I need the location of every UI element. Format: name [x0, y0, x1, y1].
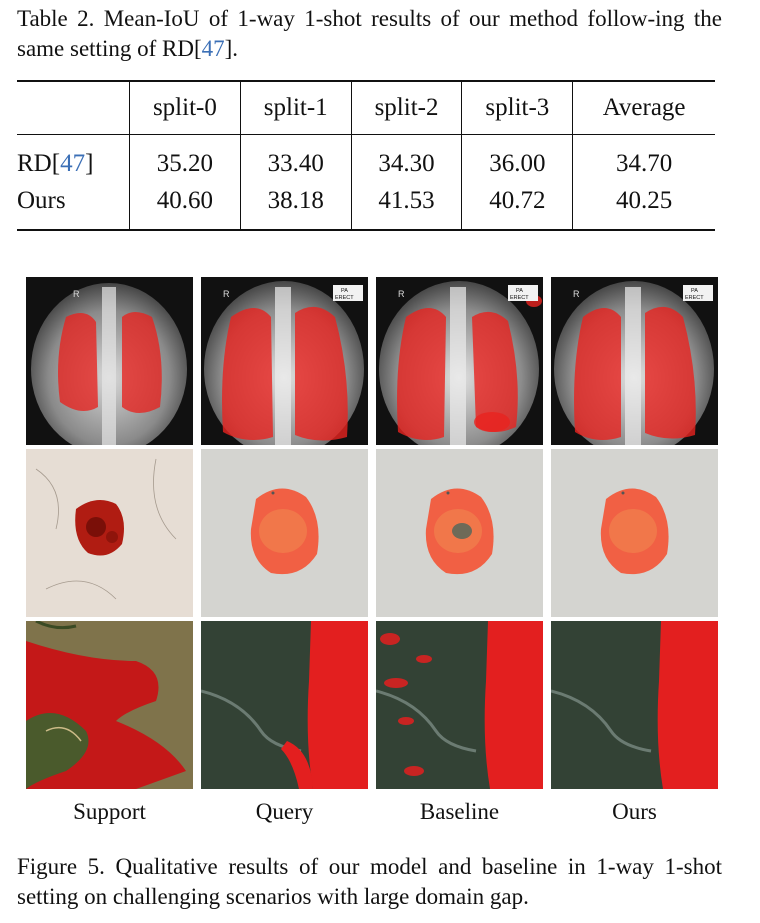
- xray-marker-text: R: [398, 289, 405, 299]
- xray-tag-line2: ERECT: [685, 295, 704, 301]
- xray-query-image: PA ERECT R: [201, 277, 368, 445]
- table-caption-end: ].: [224, 36, 239, 61]
- header-split-1: split-1: [239, 81, 352, 135]
- column-label-query: Query: [255, 799, 314, 824]
- results-table: split-0 split-1 split-2 split-3 Average …: [17, 80, 715, 231]
- xray-tag-line2: ERECT: [335, 295, 354, 301]
- aerial-baseline-image: [376, 621, 543, 789]
- row-label-rd-text: RD[: [17, 150, 61, 177]
- cell-ours-split-2: 41.53: [350, 183, 462, 230]
- aerial-ours-image: [551, 621, 718, 789]
- row-label-rd-citation[interactable]: 47: [60, 150, 86, 177]
- xray-marker-text: R: [573, 289, 580, 299]
- header-split-2: split-2: [350, 81, 462, 135]
- xray-ours-image: PA ERECT R: [551, 277, 718, 445]
- table-row-rd: RD[47] 35.20 33.40 34.30 36.00 34.70: [17, 134, 715, 184]
- xray-tag-line1: PA: [691, 288, 698, 294]
- table-caption-text: Table 2. Mean-IoU of 1-way 1-shot result…: [17, 6, 722, 61]
- cell-rd-split-0: 35.20: [129, 134, 241, 183]
- table-row-ours: Ours 40.60 38.18 41.53 40.72 40.25: [17, 183, 715, 230]
- header-empty-cell: [17, 81, 130, 135]
- xray-tag-line2: ERECT: [510, 295, 529, 301]
- column-label-baseline: Baseline: [419, 799, 500, 824]
- row-label-rd: RD[47]: [17, 135, 130, 184]
- header-split-3: split-3: [461, 81, 573, 135]
- column-label-support: Support: [73, 799, 146, 824]
- skin-ours-image: [551, 449, 718, 617]
- xray-marker-text: R: [223, 289, 230, 299]
- cell-ours-average: 40.25: [572, 183, 715, 230]
- aerial-query-image: [201, 621, 368, 789]
- xray-baseline-image: PA ERECT R: [376, 277, 543, 445]
- table-caption: Table 2. Mean-IoU of 1-way 1-shot result…: [17, 4, 722, 64]
- row-label-rd-end: ]: [85, 150, 94, 177]
- qualitative-figure: R PA ERECT R: [26, 277, 718, 789]
- header-split-0: split-0: [129, 81, 241, 135]
- header-average: Average: [572, 81, 715, 135]
- cell-ours-split-1: 38.18: [239, 183, 352, 230]
- skin-baseline-image: [376, 449, 543, 617]
- skin-support-image: [26, 449, 193, 617]
- xray-tag-line1: PA: [341, 288, 348, 294]
- cell-ours-split-3: 40.72: [461, 183, 573, 230]
- row-label-ours: Ours: [17, 187, 66, 214]
- table-header-row: split-0 split-1 split-2 split-3 Average: [17, 81, 715, 135]
- table-caption-citation[interactable]: 47: [201, 36, 225, 61]
- cell-rd-average: 34.70: [572, 134, 715, 183]
- column-label-ours: Ours: [612, 799, 657, 824]
- figure-caption: Figure 5. Qualitative results of our mod…: [17, 854, 722, 909]
- xray-marker-text: R: [73, 289, 80, 299]
- cell-rd-split-1: 33.40: [239, 134, 352, 183]
- cell-rd-split-2: 34.30: [350, 134, 462, 183]
- skin-query-image: [201, 449, 368, 617]
- xray-support-image: R: [26, 277, 193, 445]
- xray-tag-line1: PA: [516, 288, 523, 294]
- cell-ours-split-0: 40.60: [129, 183, 241, 230]
- aerial-support-image: [26, 621, 193, 789]
- cell-rd-split-3: 36.00: [461, 134, 573, 183]
